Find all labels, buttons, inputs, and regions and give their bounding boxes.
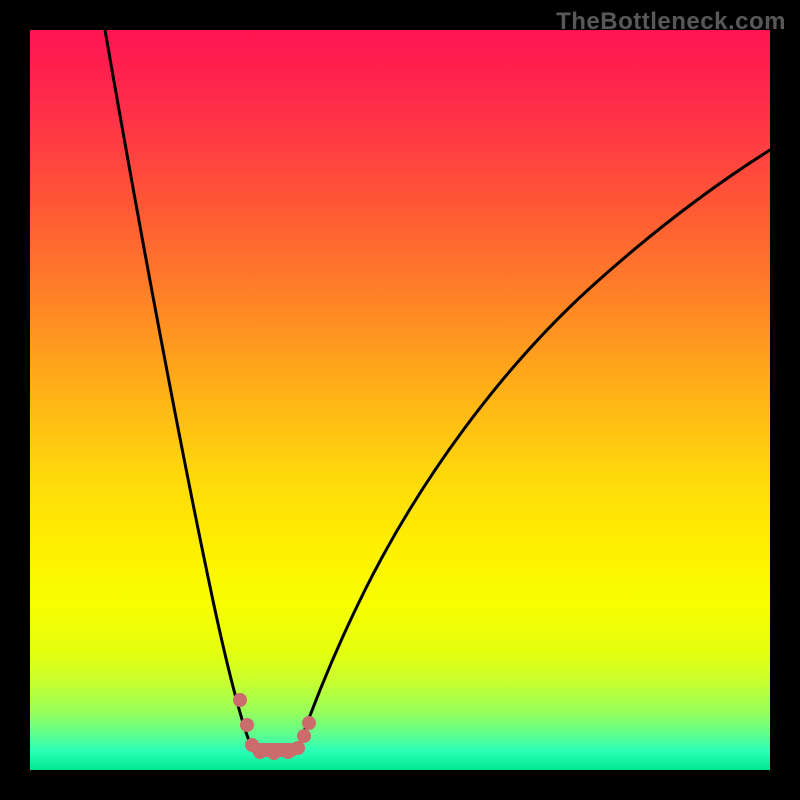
chart-stage: TheBottleneck.com [0, 0, 800, 800]
minimum-dot [291, 741, 305, 755]
minimum-dot [302, 716, 316, 730]
gradient-background [30, 30, 770, 770]
minimum-dot [240, 718, 254, 732]
minimum-dot [253, 745, 267, 759]
minimum-dot [233, 693, 247, 707]
minimum-dot [297, 729, 311, 743]
bottleneck-chart [0, 0, 800, 800]
watermark-text: TheBottleneck.com [556, 8, 786, 36]
minimum-dot [267, 746, 281, 760]
plot-area [30, 30, 770, 770]
